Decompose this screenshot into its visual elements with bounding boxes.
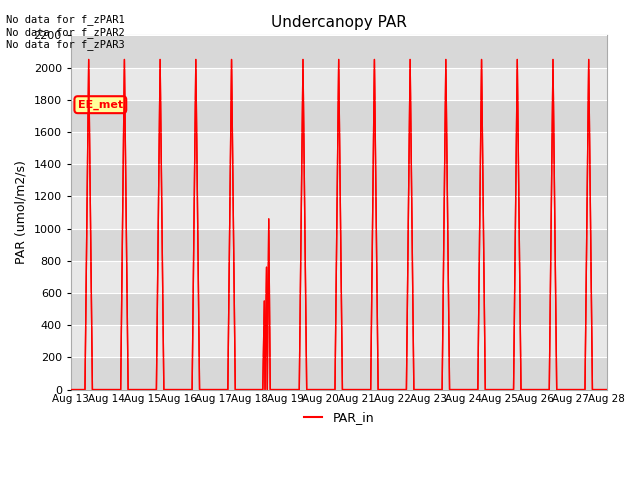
Bar <box>71 164 607 196</box>
Title: Undercanopy PAR: Undercanopy PAR <box>271 15 406 30</box>
Text: EE_met: EE_met <box>78 99 123 110</box>
Text: No data for f_zPAR1
No data for f_zPAR2
No data for f_zPAR3: No data for f_zPAR1 No data for f_zPAR2 … <box>6 14 125 50</box>
Legend: PAR_in: PAR_in <box>298 407 379 430</box>
Bar <box>71 293 607 325</box>
Bar <box>71 261 607 293</box>
Bar <box>71 100 607 132</box>
Bar <box>71 358 607 390</box>
Bar <box>71 325 607 358</box>
Bar <box>71 68 607 100</box>
Bar <box>71 36 607 68</box>
Bar <box>71 132 607 164</box>
Bar <box>71 196 607 228</box>
Bar <box>71 228 607 261</box>
Y-axis label: PAR (umol/m2/s): PAR (umol/m2/s) <box>15 160 28 264</box>
